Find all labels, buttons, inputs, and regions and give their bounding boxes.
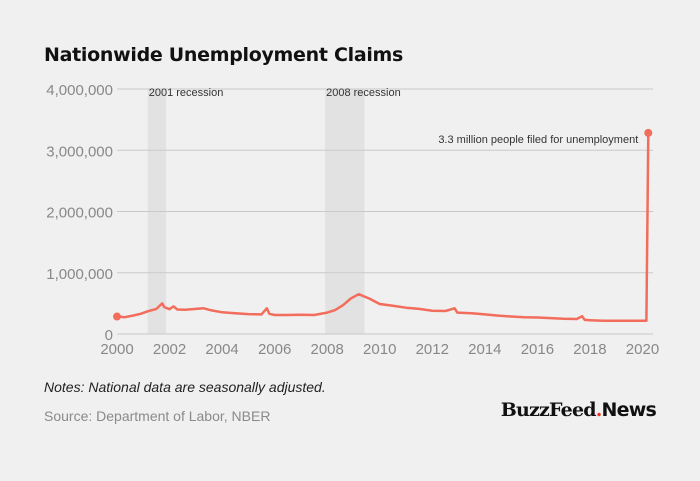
y-tick-label: 2,000,000 (46, 205, 113, 222)
y-tick-label: 4,000,000 (46, 82, 113, 99)
x-tick-label: 2012 (416, 341, 449, 358)
x-tick-label: 2006 (258, 341, 291, 358)
y-tick-label: 0 (105, 327, 113, 344)
recession-label-2: 2008 recession (326, 87, 401, 99)
x-tick-label: 2018 (573, 341, 606, 358)
brand-dot: . (595, 399, 603, 421)
recession-labels: 2001 recession 2008 recession (149, 87, 401, 99)
chart-notes: Notes: National data are seasonally adju… (44, 379, 326, 395)
series-end-point (644, 128, 653, 137)
buzzfeed-news-logo: BuzzFeed.News (500, 399, 657, 421)
annotation-label: 3.3 million people filed for unemploymen… (438, 134, 638, 146)
series-line (116, 132, 650, 323)
x-tick-label: 2016 (521, 341, 554, 358)
x-tick-label: 2004 (205, 341, 238, 358)
annotation-group: 3.3 million people filed for unemploymen… (438, 134, 638, 146)
series-start-point (113, 312, 121, 321)
series-group (113, 128, 653, 323)
x-tick-labels: 2000 2002 2004 2006 2008 2010 2012 2014 2016 2018… (100, 341, 659, 358)
recession-label-1: 2001 recession (149, 87, 224, 99)
brand-name: BuzzFeed (500, 399, 597, 421)
chart-title: Nationwide Unemployment Claims (44, 44, 404, 66)
brand-suffix: News (601, 399, 657, 421)
y-tick-label: 1,000,000 (46, 266, 113, 283)
chart-source: Source: Department of Labor, NBER (44, 408, 271, 424)
x-tick-label: 2008 (311, 341, 344, 358)
x-tick-label: 2000 (100, 341, 133, 358)
x-tick-label: 2014 (468, 341, 501, 358)
y-tick-labels: 0 1,000,000 2,000,000 3,000,000 4,000,000 (46, 82, 113, 344)
y-tick-label: 3,000,000 (46, 143, 113, 160)
x-tick-label: 2020 (626, 341, 659, 358)
x-tick-label: 2010 (363, 341, 396, 358)
y-gridlines (117, 88, 653, 335)
x-tick-label: 2002 (153, 341, 186, 358)
